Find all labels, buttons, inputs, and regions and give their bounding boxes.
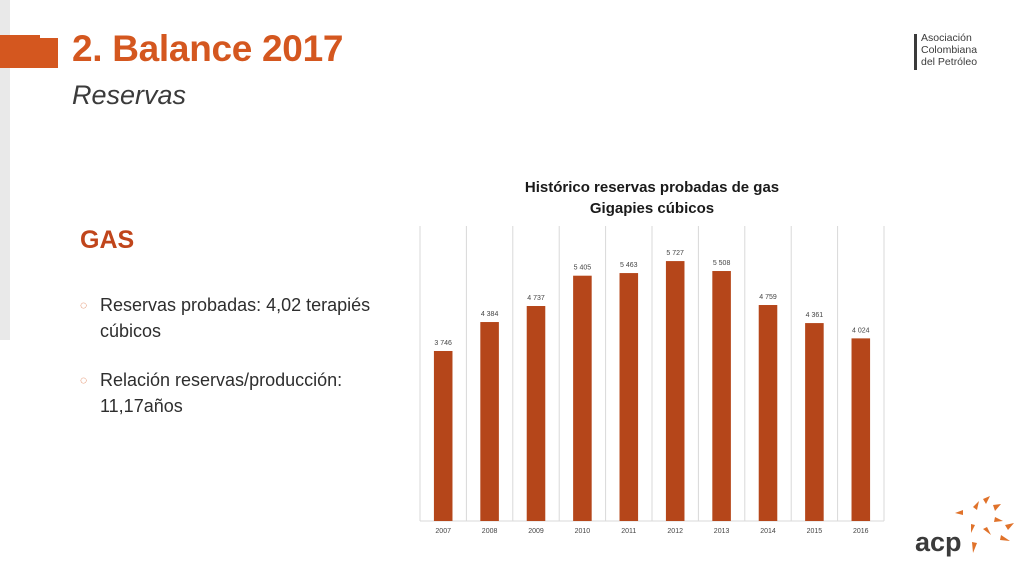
- chart-value-label-2011: 5 463: [620, 262, 638, 269]
- chart-bar-2014: [758, 305, 778, 521]
- chart-x-tick-2008: 2008: [482, 528, 498, 535]
- page-title: 2. Balance 2017: [72, 28, 344, 69]
- org-logo-text: Asociación Colombiana del Petróleo: [921, 32, 977, 68]
- org-logo-line: del Petróleo: [921, 56, 978, 68]
- dotted-circle-bullet-icon: ◌: [80, 373, 88, 387]
- title-accent-bar: [0, 35, 58, 68]
- chart-x-tick-2016: 2016: [853, 528, 869, 535]
- chart-bars: [433, 261, 871, 521]
- chart-x-tick-2010: 2010: [575, 528, 591, 535]
- bullet-text: Reservas probadas: 4,02 terapiés cúbicos: [100, 295, 371, 341]
- chart-title: Histórico reservas probadas de gas: [525, 179, 779, 196]
- section-title: GAS: [80, 226, 135, 254]
- chart-bar-2013: [712, 271, 731, 521]
- chart-value-labels: 3 746 4 384 4 737 5 405 5 463 5 727 5 508 4 759…: [434, 250, 869, 347]
- chart-subtitle: Gigapies cúbicos: [590, 200, 714, 217]
- bullet-item: ◌ Reservas probadas: 4,02 terapiés cúbic…: [80, 292, 400, 344]
- chart-grid: [419, 226, 885, 522]
- chart-bar-2011: [619, 273, 639, 521]
- chart-bar-2016: [851, 338, 871, 521]
- chart-x-tick-2012: 2012: [667, 528, 683, 535]
- page-subtitle: Reservas: [72, 80, 187, 110]
- chart-value-label-2013: 5 508: [713, 260, 731, 267]
- chart-value-label-2014: 4 759: [759, 294, 777, 301]
- dotted-circle-bullet-icon: ◌: [80, 298, 88, 312]
- chart-bar-2010: [573, 275, 592, 521]
- chart-value-label-2012: 5 727: [666, 250, 684, 257]
- org-logo-line: Colombiana: [921, 44, 978, 56]
- left-edge-strip: [0, 0, 10, 340]
- bullet-item: ◌ Relación reservas/producción: 11,17año…: [80, 367, 400, 419]
- chart-x-tick-2011: 2011: [621, 528, 636, 535]
- chart-x-tick-2007: 2007: [435, 528, 451, 535]
- chart-value-label-2010: 5 405: [574, 265, 592, 272]
- org-logo: Asociación Colombiana del Petróleo: [914, 32, 994, 72]
- org-logo-line: Asociación: [921, 32, 972, 44]
- chart-x-tick-2013: 2013: [714, 528, 730, 535]
- chart-bar-2012: [665, 261, 685, 521]
- chart-bar-2009: [526, 306, 546, 521]
- bullet-text: Relación reservas/producción: 11,17años: [100, 370, 343, 416]
- chart-bar-2008: [480, 322, 499, 521]
- title-accent-notch: [40, 30, 58, 38]
- acp-logo: acp: [915, 496, 1014, 557]
- chart-value-label-2008: 4 384: [481, 311, 499, 318]
- chart-x-tick-2009: 2009: [528, 528, 544, 535]
- chart-bar-2015: [805, 323, 824, 521]
- chart-value-label-2009: 4 737: [527, 295, 545, 302]
- chart-bar-2007: [433, 350, 453, 521]
- chart-x-tick-labels: 2007 2008 2009 2010 2011 2012 2013 2014 2015 2016: [435, 528, 868, 535]
- acp-logo-text: acp: [915, 527, 962, 557]
- org-logo-bar: [914, 34, 917, 70]
- chart-value-label-2007: 3 746: [434, 340, 452, 347]
- chart-x-tick-2014: 2014: [760, 528, 776, 535]
- chart-value-label-2016: 4 024: [852, 327, 870, 334]
- gas-reserves-bar-chart: Histórico reservas probadas de gas Gigap…: [419, 179, 885, 535]
- chart-value-label-2015: 4 361: [806, 312, 824, 319]
- acp-logo-star-icon: [955, 496, 1014, 553]
- chart-x-tick-2015: 2015: [807, 528, 823, 535]
- bullet-list: ◌ Reservas probadas: 4,02 terapiés cúbic…: [80, 292, 400, 442]
